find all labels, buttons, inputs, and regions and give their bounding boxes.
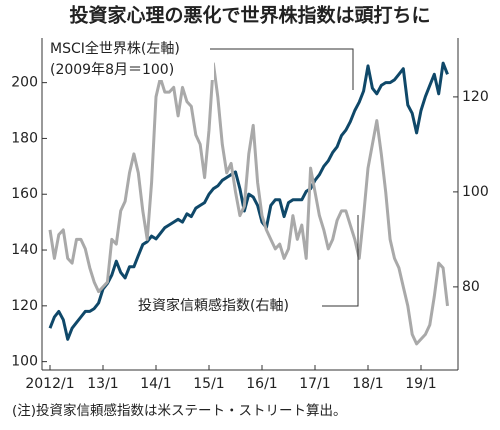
annotation: (2009年8月＝100) [50, 62, 174, 78]
x-tick-label: 19/1 [405, 376, 436, 392]
leader-line [322, 215, 359, 307]
x-tick-label: 14/1 [140, 376, 171, 392]
y-tick-label: 200 [11, 75, 38, 91]
series-line [48, 61, 449, 341]
y-tick-label: 140 [11, 242, 38, 258]
x-tick-label: 13/1 [87, 376, 118, 392]
y-tick-label: 120 [11, 298, 38, 314]
x-tick-label: 16/1 [246, 376, 277, 392]
y-tick-label: 160 [11, 186, 38, 202]
note: (注)投資家信頼感指数は米ステート・ストリート算出。 [12, 402, 347, 419]
y-tick-label: 180 [11, 130, 38, 146]
series-line [48, 62, 449, 346]
leader-line [210, 48, 354, 90]
y2-tick-label: 100 [462, 184, 489, 200]
y2-tick-label: 120 [462, 89, 489, 105]
x-tick-label: 2012/1 [25, 376, 74, 392]
chart-title: 投資家心理の悪化で世界株指数は頭打ちに [69, 4, 430, 27]
y-tick-label: 100 [11, 354, 38, 370]
y2-tick-label: 80 [462, 279, 480, 295]
x-tick-label: 17/1 [299, 376, 330, 392]
x-tick-label: 18/1 [352, 376, 383, 392]
x-tick-label: 15/1 [193, 376, 224, 392]
annotation-box [132, 296, 322, 316]
series-label: MSCI全世界株(左軸) [50, 40, 180, 57]
annotation-box [44, 38, 214, 80]
series-label: 投資家信頼感指数(右軸) [138, 297, 289, 314]
